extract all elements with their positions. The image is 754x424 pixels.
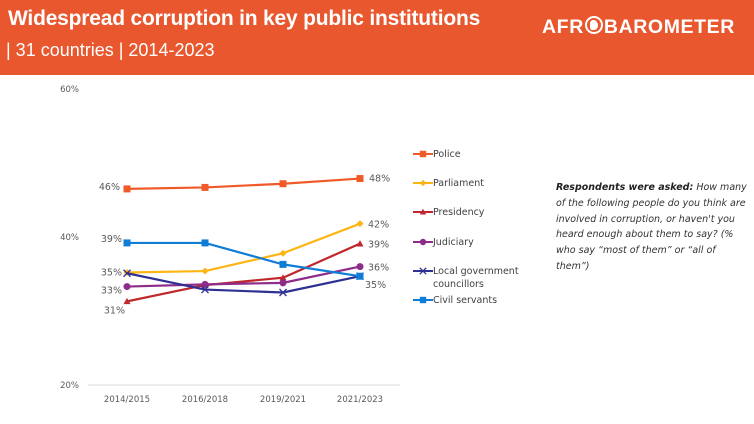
legend-swatch-icon — [413, 238, 433, 246]
marker-square — [123, 185, 131, 193]
legend-label-line: councillors — [433, 279, 484, 290]
marker-diamond — [356, 220, 364, 228]
data-label: 31% — [104, 305, 125, 316]
marker-x-stroke — [123, 269, 131, 278]
marker-square — [279, 260, 287, 268]
note-lead: Respondents were asked: — [556, 182, 694, 193]
marker-triangle — [419, 208, 427, 215]
data-label: 48% — [369, 174, 390, 185]
marker-circle — [201, 280, 209, 288]
marker-circle — [419, 238, 427, 246]
series-parliament — [123, 220, 364, 277]
header-banner: Widespread corruption in key public inst… — [0, 0, 754, 75]
marker-circle — [356, 263, 364, 271]
marker-square — [356, 175, 364, 183]
legend-label-line: Local government — [433, 266, 519, 277]
series-line — [126, 272, 361, 294]
legend-swatch-icon — [413, 150, 433, 158]
legend-label: Civil servants — [433, 295, 498, 306]
series-line — [126, 222, 361, 274]
legend-swatch-icon — [413, 179, 433, 187]
x-tick-label: 2014/2015 — [104, 395, 150, 405]
series-group — [123, 175, 364, 305]
afrobarometer-logo: AFR BAROMETER — [542, 16, 735, 39]
series-line — [127, 241, 361, 278]
legend-item: Judiciary — [413, 236, 553, 249]
axes: 20% 40% 60% 2014/2015 2016/2018 2019/2021 2021… — [60, 85, 400, 405]
marker-triangle — [123, 297, 131, 305]
marker-square — [419, 296, 427, 304]
legend-item: Civil servants — [413, 294, 553, 307]
marker-x — [419, 267, 427, 275]
y-tick-label: 20% — [60, 381, 79, 391]
legend-swatch-icon — [413, 296, 433, 304]
marker-x-stroke — [279, 288, 287, 297]
legend-item: Presidency — [413, 206, 553, 219]
marker-square — [201, 239, 209, 247]
data-label: 35% — [101, 268, 122, 279]
marker-circle — [279, 279, 287, 287]
marker-square — [279, 180, 287, 188]
legend-item: Police — [413, 148, 553, 161]
africa-map-icon — [584, 16, 603, 34]
data-label: 36% — [368, 263, 389, 274]
legend-item: Parliament — [413, 177, 553, 190]
x-tick-label: 2016/2018 — [182, 395, 228, 405]
marker-square — [419, 150, 427, 158]
survey-question-note: Respondents were asked: How many of the … — [556, 180, 752, 275]
chart-subtitle: | 31 countries | 2014-2023 — [6, 40, 215, 60]
series-civil-servants — [123, 239, 364, 280]
data-label: 39% — [101, 234, 122, 245]
y-tick-label: 60% — [60, 85, 79, 95]
data-labels: 46% 48% 35% 42% 31% 39% 33% 36% 39% 35% — [99, 174, 390, 317]
marker-triangle — [279, 274, 287, 281]
legend-label: Local government councillors — [433, 265, 519, 291]
marker-x — [123, 269, 131, 278]
note-text: How many of the following people do you … — [556, 182, 747, 272]
marker-diamond — [201, 267, 209, 275]
marker-x-stroke — [419, 267, 427, 275]
logo-suffix: BAROMETER — [603, 16, 735, 38]
x-tick-label: 2019/2021 — [260, 395, 306, 405]
marker-triangle — [356, 240, 364, 247]
marker-diamond — [419, 179, 427, 187]
logo-prefix: AFR — [542, 16, 584, 38]
data-label: 35% — [365, 280, 386, 291]
legend-item: Local government councillors — [413, 265, 553, 291]
marker-x-stroke — [201, 285, 209, 294]
legend-label: Presidency — [433, 207, 485, 218]
x-tick-label: 2021/2023 — [337, 395, 383, 405]
data-label: 46% — [99, 182, 120, 193]
marker-x — [279, 288, 287, 297]
series-line — [126, 242, 361, 303]
legend-swatch-icon — [413, 208, 433, 215]
chart-title: Widespread corruption in key public inst… — [8, 7, 481, 30]
data-label: 33% — [101, 286, 122, 297]
marker-square — [123, 239, 131, 247]
y-tick-label: 40% — [60, 233, 79, 243]
series-line — [126, 265, 361, 288]
marker-square — [201, 183, 209, 191]
marker-diamond — [279, 249, 287, 257]
marker-x — [201, 285, 209, 294]
legend-label: Judiciary — [433, 237, 474, 248]
series-line — [126, 177, 361, 190]
legend-label: Police — [433, 149, 461, 160]
series-judiciary — [123, 263, 364, 291]
series-police — [123, 175, 364, 193]
data-label: 42% — [368, 220, 389, 231]
legend-label: Parliament — [433, 178, 484, 189]
legend-swatch-icon — [413, 267, 433, 275]
data-label: 39% — [368, 240, 389, 251]
marker-circle — [123, 283, 131, 291]
marker-square — [356, 272, 364, 280]
